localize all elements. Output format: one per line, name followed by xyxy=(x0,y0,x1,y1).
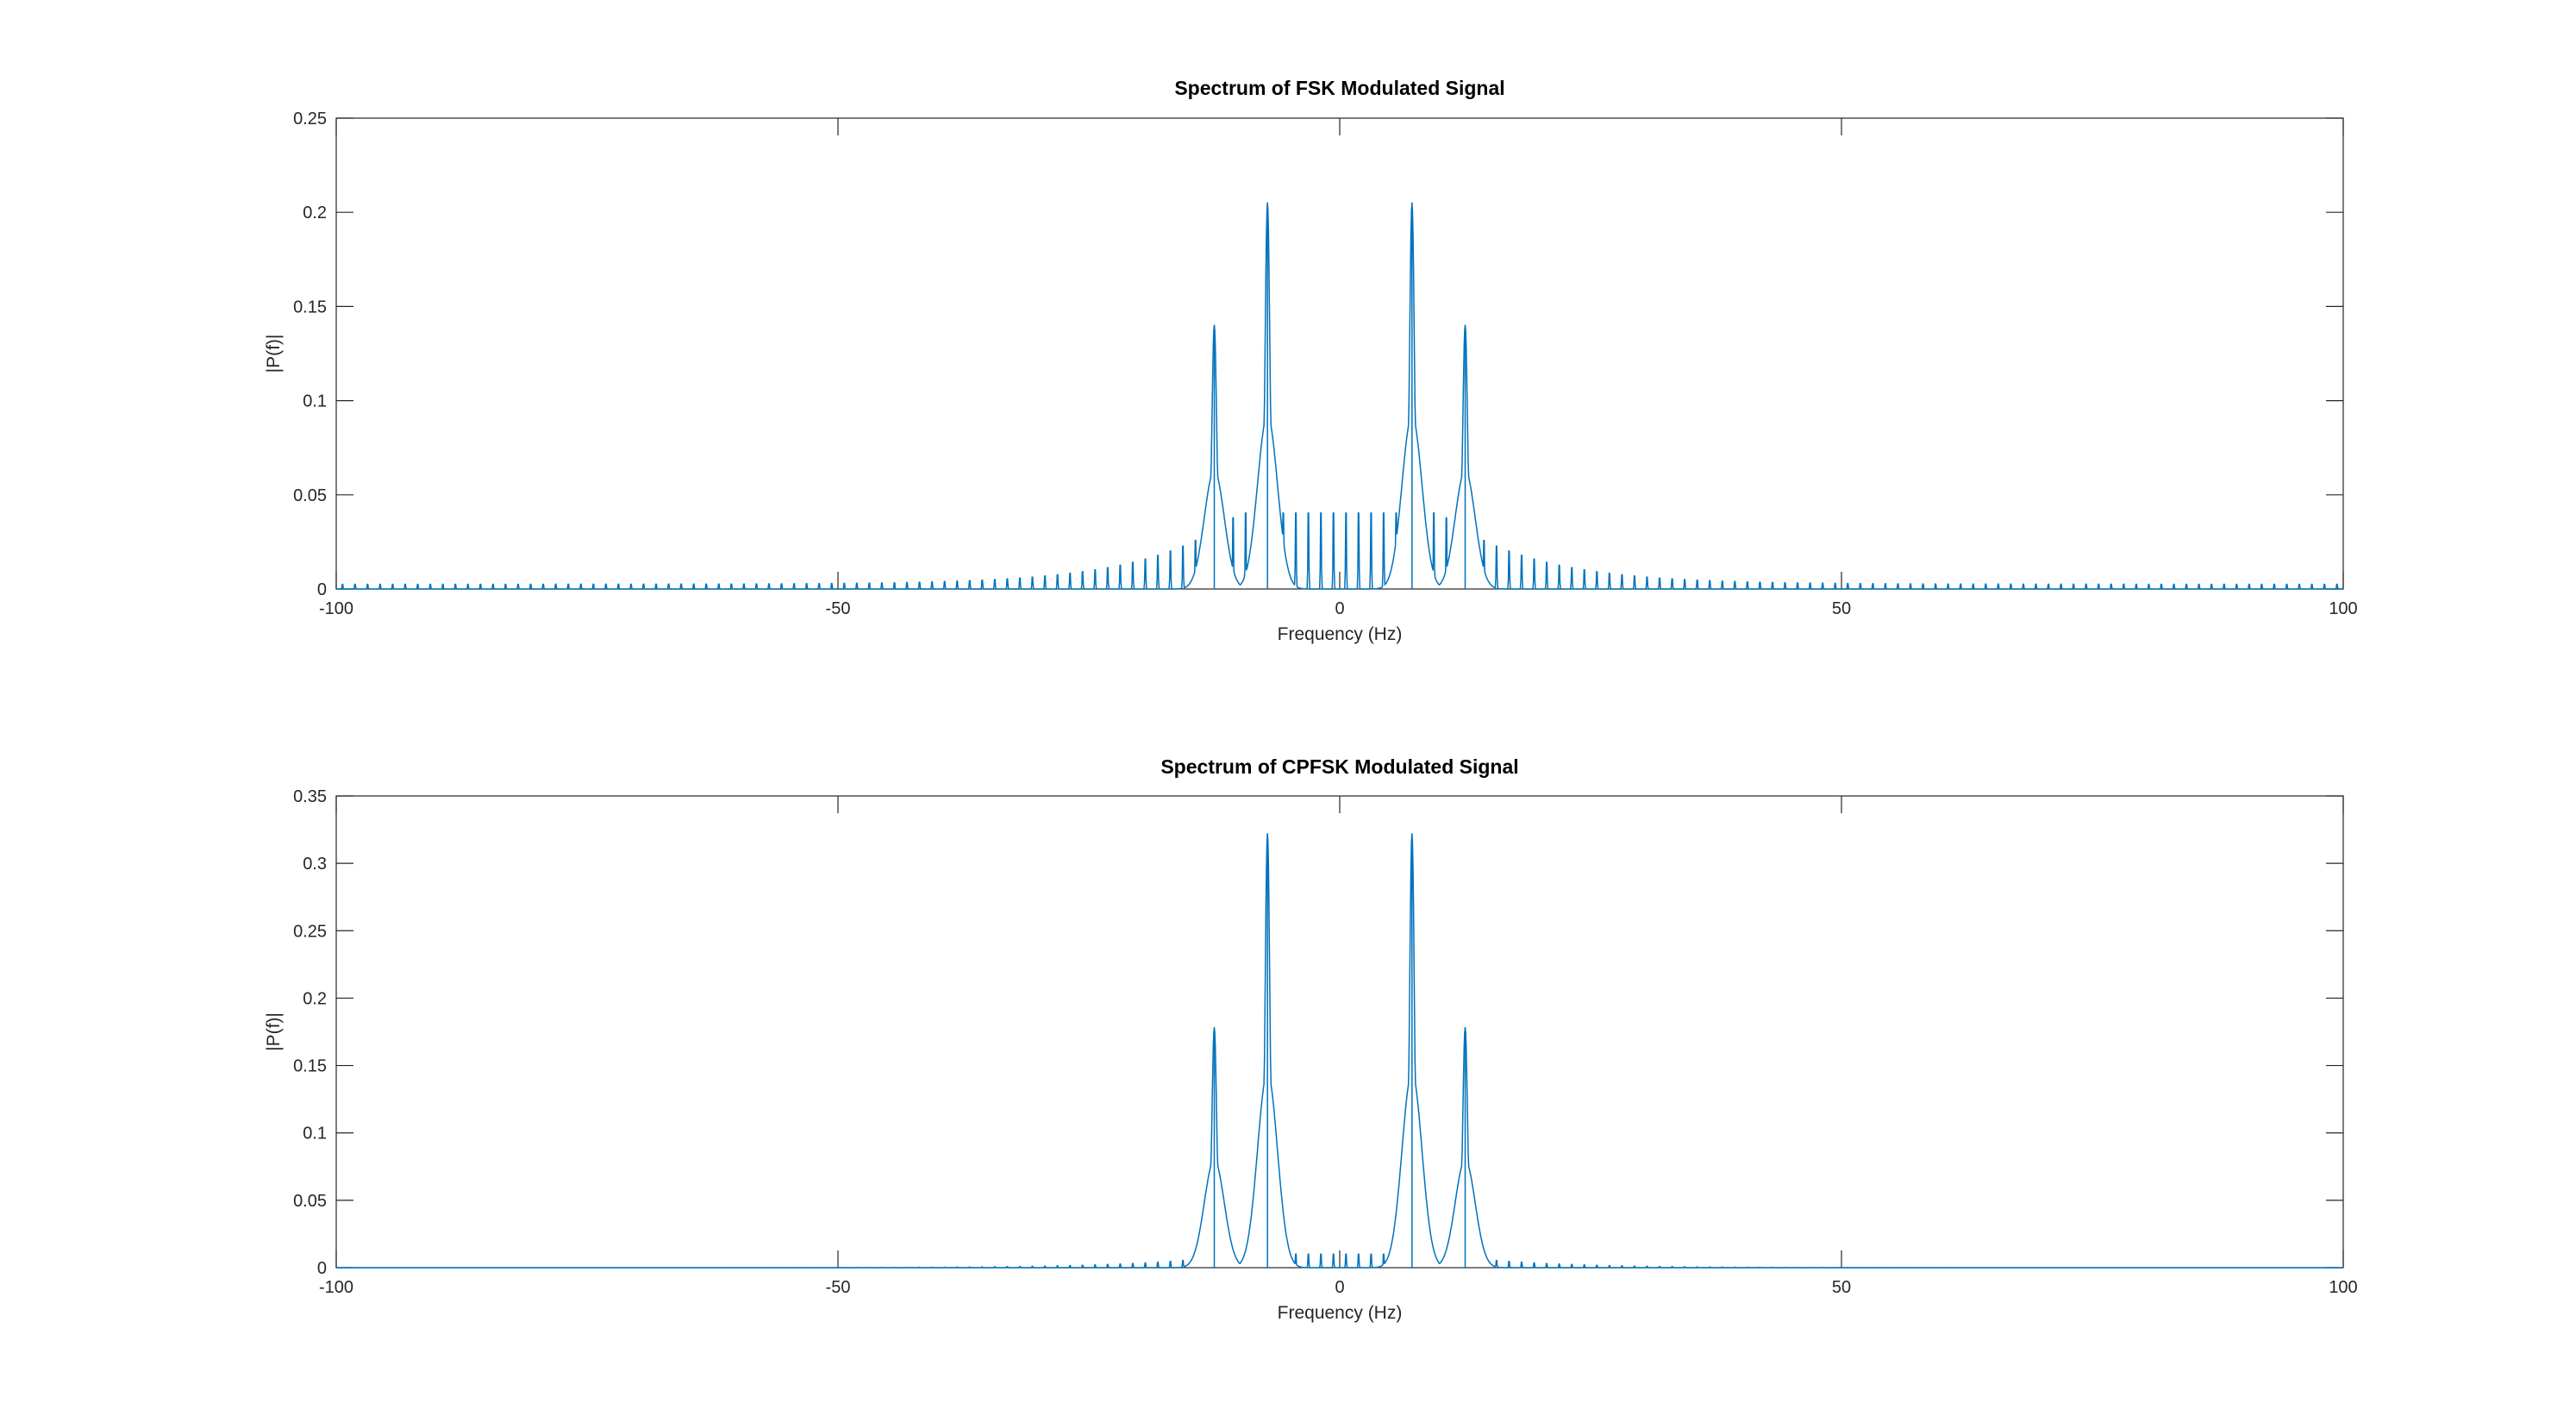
x-tick-label: 50 xyxy=(1832,1278,1851,1297)
y-tick-label: 0.05 xyxy=(293,1192,327,1211)
x-tick-label: 100 xyxy=(2329,599,2357,618)
y-tick-label: 0.2 xyxy=(303,204,327,222)
x-tick-label: -100 xyxy=(319,1278,353,1297)
x-tick-label: 100 xyxy=(2329,1278,2357,1297)
x-axis-label: Frequency (Hz) xyxy=(1278,1303,1403,1323)
chart-title: Spectrum of FSK Modulated Signal xyxy=(1174,77,1504,99)
spectrum-series-line xyxy=(335,833,2344,1269)
y-tick-label: 0 xyxy=(317,580,327,599)
y-tick-label: 0.15 xyxy=(293,298,327,316)
x-tick-label: -100 xyxy=(319,599,353,618)
spectrum-series-line xyxy=(335,202,2344,590)
y-axis-label: |P(f)| xyxy=(264,1012,284,1051)
y-tick-label: 0.25 xyxy=(293,110,327,128)
y-tick-label: 0 xyxy=(317,1259,327,1278)
chart-title: Spectrum of CPFSK Modulated Signal xyxy=(1160,755,1518,778)
y-tick-label: 0.2 xyxy=(303,989,327,1008)
x-tick-label: 0 xyxy=(1335,1278,1344,1297)
y-tick-label: 0.25 xyxy=(293,922,327,941)
y-tick-label: 0.3 xyxy=(303,855,327,874)
chart-fsk-spectrum: Spectrum of FSK Modulated Signal -100 -50 0… xyxy=(264,77,2358,644)
y-tick-label: 0.05 xyxy=(293,486,327,505)
chart-cpfsk-spectrum: Spectrum of CPFSK Modulated Signal -100 -5… xyxy=(264,755,2358,1323)
x-axis-label: Frequency (Hz) xyxy=(1278,624,1403,644)
x-tick-label: -50 xyxy=(826,599,851,618)
x-tick-label: 50 xyxy=(1832,599,1851,618)
y-tick-label: 0.1 xyxy=(303,1125,327,1143)
x-tick-label: -50 xyxy=(826,1278,851,1297)
y-tick-label: 0.15 xyxy=(293,1057,327,1076)
x-tick-label: 0 xyxy=(1335,599,1344,618)
y-axis-label: |P(f)| xyxy=(264,335,284,373)
y-tick-label: 0.1 xyxy=(303,392,327,411)
y-tick-label: 0.35 xyxy=(293,787,327,806)
